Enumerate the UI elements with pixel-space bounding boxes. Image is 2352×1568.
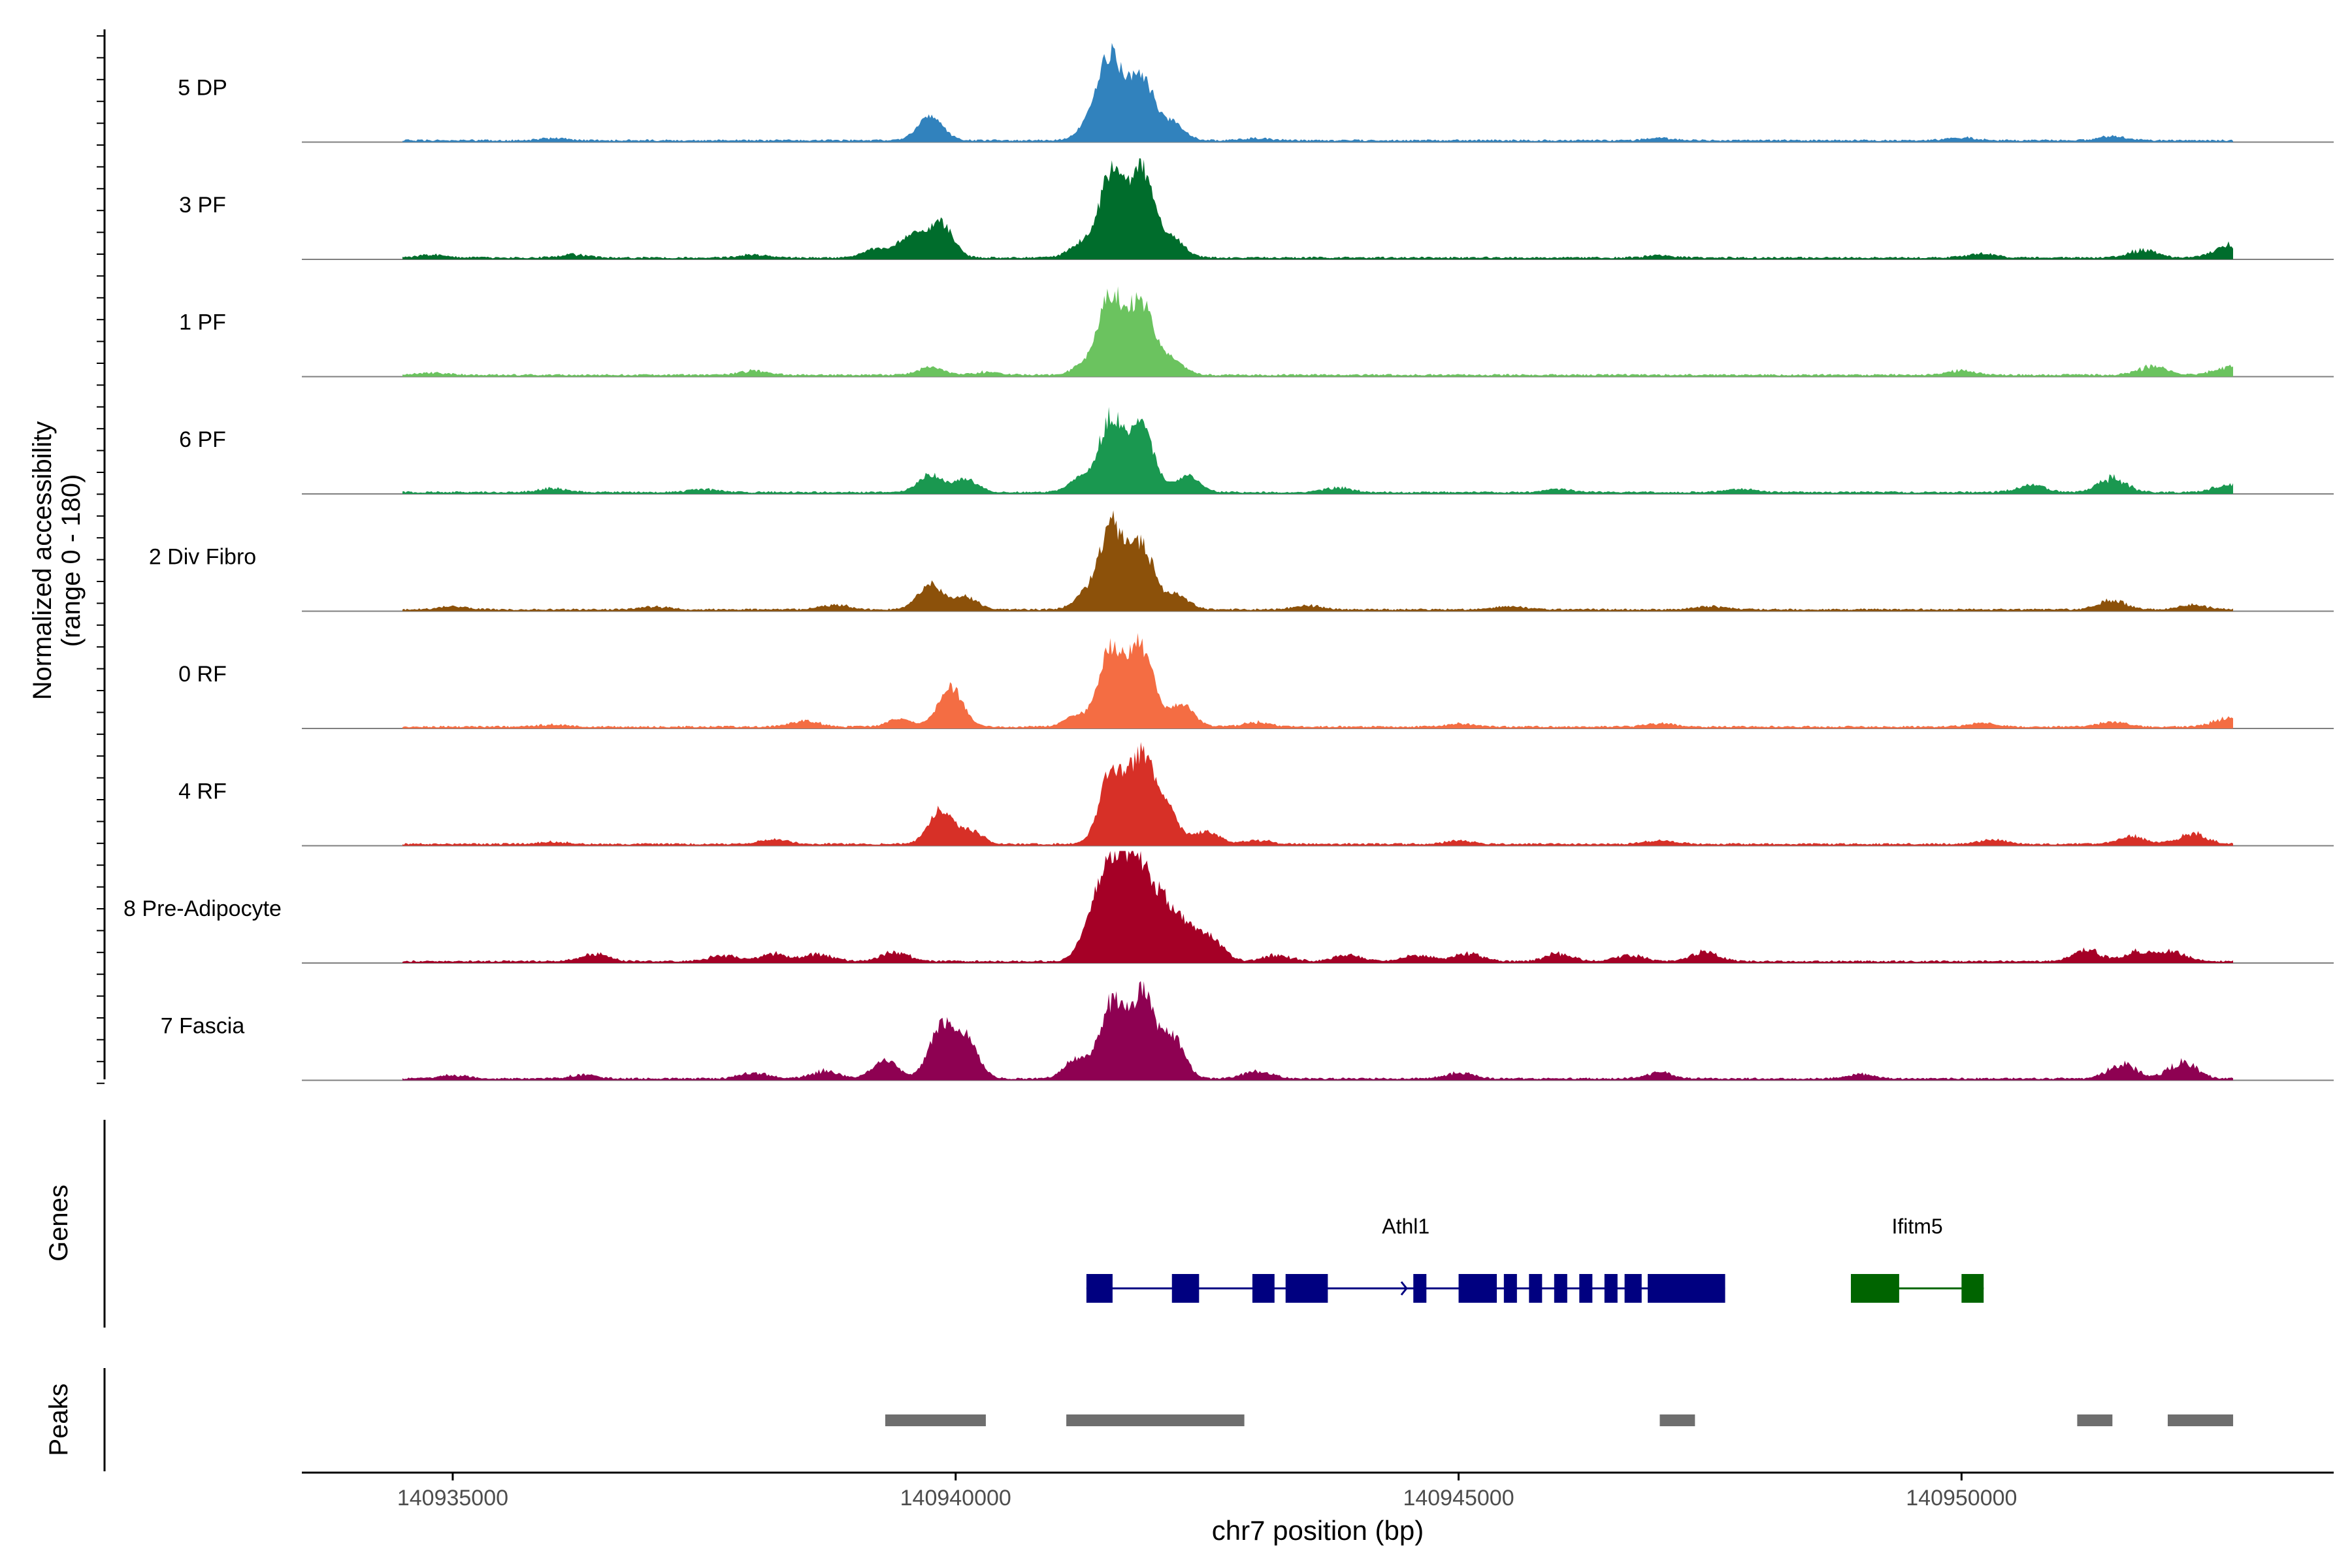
gene-exon	[1285, 1274, 1328, 1303]
peak-region	[885, 1414, 986, 1426]
coverage-area	[402, 286, 2233, 377]
gene-exon	[1604, 1274, 1618, 1303]
x-axis-label: chr7 position (bp)	[1212, 1515, 1424, 1546]
track-5-dp: 5 DP	[178, 42, 2334, 143]
coverage-area	[402, 632, 2233, 728]
gene-exon	[1647, 1274, 1725, 1303]
track-label: 8 Pre-Adipocyte	[123, 896, 282, 921]
track-6-pf: 6 PF	[179, 406, 2334, 495]
track-1-pf: 1 PF	[179, 286, 2334, 378]
x-tick-label: 140945000	[1403, 1486, 1514, 1511]
gene-exon	[1252, 1274, 1275, 1303]
track-label: 0 RF	[178, 662, 227, 687]
gene-exon	[1579, 1274, 1593, 1303]
gene-exon	[1554, 1274, 1567, 1303]
coverage-area	[402, 510, 2233, 612]
y-axis-label-line1: Normalized accessibility	[28, 421, 57, 700]
x-tick-label: 140950000	[1906, 1486, 2017, 1511]
track-label: 1 PF	[179, 310, 226, 335]
gene-exon	[1529, 1274, 1543, 1303]
peak-region	[2077, 1414, 2113, 1426]
strand-arrow	[1400, 1281, 1408, 1296]
x-tick-label: 140940000	[900, 1486, 1011, 1511]
genes-track-label: Genes	[44, 1184, 73, 1262]
track-label: 2 Div Fibro	[149, 545, 256, 570]
genes-track: Athl1 Ifitm5	[1086, 1215, 1984, 1303]
coverage-area	[402, 42, 2233, 142]
track-label: 4 RF	[178, 779, 227, 804]
gene-exon	[1086, 1274, 1113, 1303]
gene-exon	[1624, 1274, 1642, 1303]
track-label: 6 PF	[179, 427, 226, 452]
track-label: 3 PF	[179, 193, 226, 218]
coverage-area	[402, 406, 2233, 494]
x-tick-label: 140935000	[397, 1486, 508, 1511]
peaks-track	[885, 1414, 2234, 1426]
track-3-pf: 3 PF	[179, 158, 2334, 260]
peak-region	[1066, 1414, 1245, 1426]
gene-name: Ifitm5	[1891, 1215, 1942, 1238]
x-axis: 140935000 140940000 140945000 140950000	[97, 29, 2334, 1511]
track-label: 7 Fascia	[161, 1014, 245, 1039]
gene-exon	[1413, 1274, 1427, 1303]
accessibility-tracks: 5 DP 3 PF 1 PF 6 PF 2 Div Fibro 0 RF 4 RF 8 Pre…	[123, 42, 2334, 1081]
gene-exon	[1503, 1274, 1517, 1303]
y-axis-label-line2: (range 0 - 180)	[57, 474, 86, 647]
track-4-rf: 4 RF	[178, 742, 2334, 847]
track-label: 5 DP	[178, 76, 227, 101]
coverage-area	[402, 742, 2233, 846]
track-8-pre-adipocyte: 8 Pre-Adipocyte	[123, 851, 2334, 964]
track-2-div-fibro: 2 Div Fibro	[149, 510, 2334, 612]
track-7-fascia: 7 Fascia	[161, 981, 2334, 1081]
gene-exon	[1458, 1274, 1497, 1303]
gene-exon	[1850, 1274, 1899, 1303]
gene-exon	[1961, 1274, 1984, 1303]
coverage-area	[402, 851, 2233, 963]
gene-name: Athl1	[1382, 1215, 1429, 1238]
gene-exon	[1171, 1274, 1200, 1303]
gene-ifitm5: Ifitm5	[1850, 1215, 1984, 1303]
peaks-track-label: Peaks	[44, 1383, 73, 1456]
peak-region	[2167, 1414, 2234, 1426]
gene-athl1: Athl1	[1086, 1215, 1725, 1303]
coverage-area	[402, 981, 2233, 1081]
track-0-rf: 0 RF	[178, 632, 2334, 729]
coverage-area	[402, 158, 2233, 259]
peak-region	[1659, 1414, 1695, 1426]
